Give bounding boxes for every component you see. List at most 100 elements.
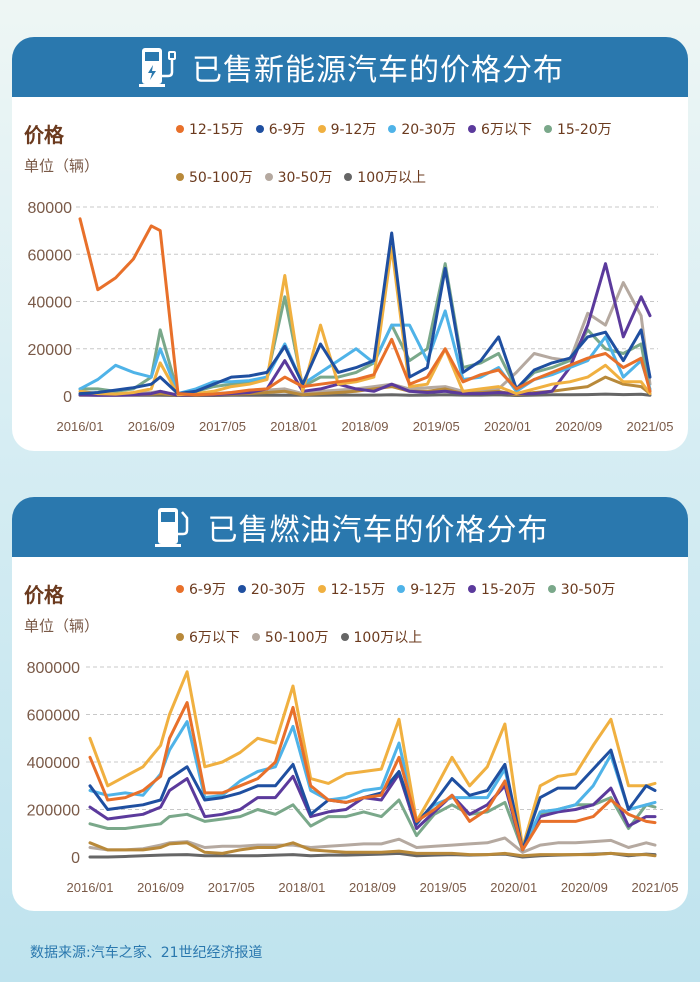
- series-line-6-9万: [88, 701, 657, 852]
- y-tick-label: 200000: [27, 803, 80, 820]
- legend-swatch: [468, 585, 477, 593]
- legend-swatch: [547, 585, 556, 593]
- fuel-line-chart: 0 200000 400000 600000 800000 2016/01 2016/09 2…: [27, 660, 679, 895]
- x-tick-label: 2018/09: [349, 880, 396, 895]
- chart-title: 已售燃油汽车的价格分布: [207, 513, 549, 548]
- legend-label: 20-30万: [401, 122, 457, 138]
- y-tick-label: 40000: [28, 295, 73, 312]
- legend-swatch: [176, 585, 184, 593]
- legend-item: 6万以下: [176, 627, 240, 647]
- legend-item: 15-20万: [468, 579, 536, 599]
- card-header: 已售燃油汽车的价格分布: [12, 497, 688, 557]
- y-tick-label: 80000: [28, 200, 73, 217]
- x-tick-label: 2021/05: [632, 880, 679, 895]
- legend-swatch: [468, 125, 477, 133]
- y-tick-label: 0: [63, 389, 72, 406]
- x-tick-label: 2016/09: [128, 419, 175, 434]
- x-tick-label: 2016/01: [57, 419, 104, 434]
- legend-swatch: [317, 125, 326, 133]
- legend: 6-9万 20-30万 12-15万 9-12万 15-20万 30-50万 6万以下 50-…: [176, 579, 676, 647]
- series-line-15-20万: [78, 262, 652, 396]
- legend-label: 6-9万: [268, 122, 306, 138]
- y-tick-label: 0: [71, 850, 80, 867]
- x-tick-label: 2019/05: [420, 880, 467, 895]
- legend-item: 100万以上: [344, 167, 426, 187]
- legend-item: 9-12万: [317, 119, 377, 139]
- legend-label: 6-9万: [189, 582, 226, 598]
- legend-item: 6-9万: [176, 579, 226, 599]
- legend-label: 9-12万: [330, 122, 377, 138]
- legend-label: 15-20万: [481, 582, 536, 598]
- ev-charger-icon: [139, 48, 176, 87]
- legend-label: 100万以上: [357, 170, 427, 186]
- series-line-6万以下: [88, 841, 657, 858]
- ev-price-card: 已售新能源汽车的价格分布 价格 单位（辆） 12-15万 6-9万 9-12万 20-…: [12, 37, 688, 451]
- legend-swatch: [317, 585, 326, 593]
- legend-swatch: [176, 633, 184, 641]
- x-tick-label: 2017/05: [199, 419, 246, 434]
- x-tick-label: 2018/01: [270, 419, 317, 434]
- y-tick-label: 800000: [27, 660, 80, 677]
- y-tick-label: 600000: [27, 708, 80, 725]
- legend-label: 12-15万: [330, 582, 386, 598]
- x-tick-label: 2016/01: [67, 880, 114, 895]
- series-line-6-9万: [78, 231, 652, 396]
- x-tick-label: 2020/09: [561, 880, 608, 895]
- legend-swatch: [264, 173, 273, 181]
- fuel-price-card: 已售燃油汽车的价格分布 价格 单位（辆） 6-9万 20-30万 12-15万 9-1…: [12, 497, 688, 911]
- legend-label: 30-50万: [277, 170, 333, 186]
- x-tick-label: 2019/05: [413, 419, 460, 434]
- series-line-9-12万: [78, 245, 652, 397]
- series-line-12-15万: [88, 670, 657, 849]
- series-line-12-15万: [78, 217, 652, 397]
- y-tick-label: 20000: [28, 342, 73, 359]
- legend-label: 100万以上: [353, 630, 423, 646]
- price-label: 价格: [24, 123, 64, 147]
- fuel-pump-icon: [154, 508, 188, 547]
- series-line-9-12万: [88, 720, 657, 852]
- legend-item: 20-30万: [237, 579, 306, 599]
- x-tick-label: 2018/09: [342, 419, 389, 434]
- legend-item: 30-50万: [547, 579, 615, 599]
- unit-label: 单位（辆）: [24, 617, 100, 635]
- legend-label: 15-20万: [556, 122, 612, 138]
- y-tick-label: 60000: [28, 247, 73, 264]
- legend-item: 6-9万: [255, 119, 306, 139]
- legend-item: 100万以上: [340, 627, 423, 647]
- legend-label: 6万以下: [481, 122, 532, 138]
- legend-item: 20-30万: [388, 119, 456, 139]
- legend-item: 50-100万: [176, 167, 253, 187]
- legend-swatch: [543, 125, 552, 133]
- legend-item: 15-20万: [543, 119, 612, 139]
- legend-item: 12-15万: [176, 119, 244, 139]
- legend-label: 20-30万: [250, 582, 306, 598]
- series-line-20-30万: [78, 309, 652, 396]
- data-source: 数据来源:汽车之家、21世纪经济报道: [30, 945, 263, 961]
- x-tick-label: 2016/09: [137, 880, 184, 895]
- x-tick-label: 2017/05: [208, 880, 255, 895]
- legend-item: 9-12万: [397, 579, 456, 599]
- legend-swatch: [237, 585, 246, 593]
- legend-item: 6万以下: [468, 119, 532, 139]
- legend-label: 9-12万: [410, 582, 457, 598]
- series-line-15-20万: [88, 772, 657, 852]
- card-header: 已售新能源汽车的价格分布: [12, 37, 688, 97]
- series-line-6万以下: [78, 262, 652, 397]
- legend-label: 6万以下: [189, 630, 240, 646]
- x-tick-label: 2020/01: [490, 880, 537, 895]
- legend-swatch: [176, 125, 184, 133]
- x-tick-label: 2021/05: [627, 419, 674, 434]
- y-tick-label: 400000: [27, 755, 80, 772]
- legend: 12-15万 6-9万 9-12万 20-30万 6万以下 15-20万 50-100万 30…: [176, 119, 676, 187]
- legend-swatch: [397, 585, 406, 593]
- ev-line-chart: 0 20000 40000 60000 80000 2016/01 2016/09 2017/…: [28, 200, 674, 434]
- x-tick-label: 2020/01: [484, 419, 531, 434]
- legend-swatch: [344, 173, 353, 181]
- legend-label: 50-100万: [189, 170, 253, 186]
- price-label: 价格: [24, 583, 64, 607]
- x-tick-label: 2018/01: [278, 880, 325, 895]
- legend-swatch: [388, 125, 397, 133]
- chart-title: 已售新能源汽车的价格分布: [192, 53, 564, 88]
- legend-swatch: [176, 173, 184, 181]
- legend-item: 12-15万: [317, 579, 386, 599]
